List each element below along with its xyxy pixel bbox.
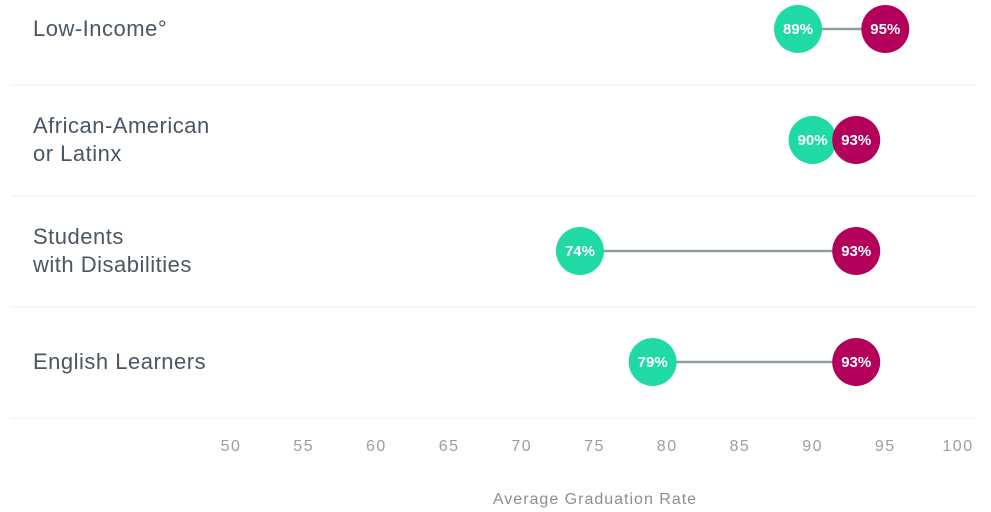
category-label: Students with Disabilities bbox=[33, 224, 192, 277]
x-tick-label: 90 bbox=[802, 438, 823, 455]
x-axis-label: Average Graduation Rate bbox=[493, 491, 697, 508]
dot bbox=[788, 116, 837, 164]
dot bbox=[832, 116, 881, 164]
x-tick-label: 80 bbox=[657, 438, 678, 455]
data-label: 89% bbox=[783, 21, 813, 38]
x-tick-label: 75 bbox=[584, 438, 605, 455]
data-label: 93% bbox=[841, 354, 871, 371]
category-label: Low-Income° bbox=[33, 16, 168, 41]
data-label: 79% bbox=[638, 354, 668, 371]
data-label: 93% bbox=[841, 243, 871, 260]
dot bbox=[861, 5, 910, 53]
data-label: 90% bbox=[798, 132, 828, 149]
x-tick-label: 70 bbox=[511, 438, 532, 455]
dot bbox=[832, 338, 881, 386]
dot bbox=[555, 227, 604, 275]
category-label: English Learners bbox=[33, 349, 207, 374]
x-tick-label: 95 bbox=[875, 438, 896, 455]
data-label: 93% bbox=[841, 132, 871, 149]
data-label: 74% bbox=[565, 243, 595, 260]
dot bbox=[832, 227, 881, 275]
x-tick-label: 85 bbox=[730, 438, 751, 455]
x-tick-label: 60 bbox=[366, 438, 387, 455]
x-tick-label: 65 bbox=[439, 438, 460, 455]
data-label: 95% bbox=[870, 21, 900, 38]
x-tick-label: 55 bbox=[293, 438, 314, 455]
x-tick-label: 50 bbox=[221, 438, 242, 455]
dot bbox=[774, 5, 823, 53]
dot bbox=[628, 338, 677, 386]
x-tick-label: 100 bbox=[942, 438, 973, 455]
category-label: African-American or Latinx bbox=[33, 113, 210, 166]
